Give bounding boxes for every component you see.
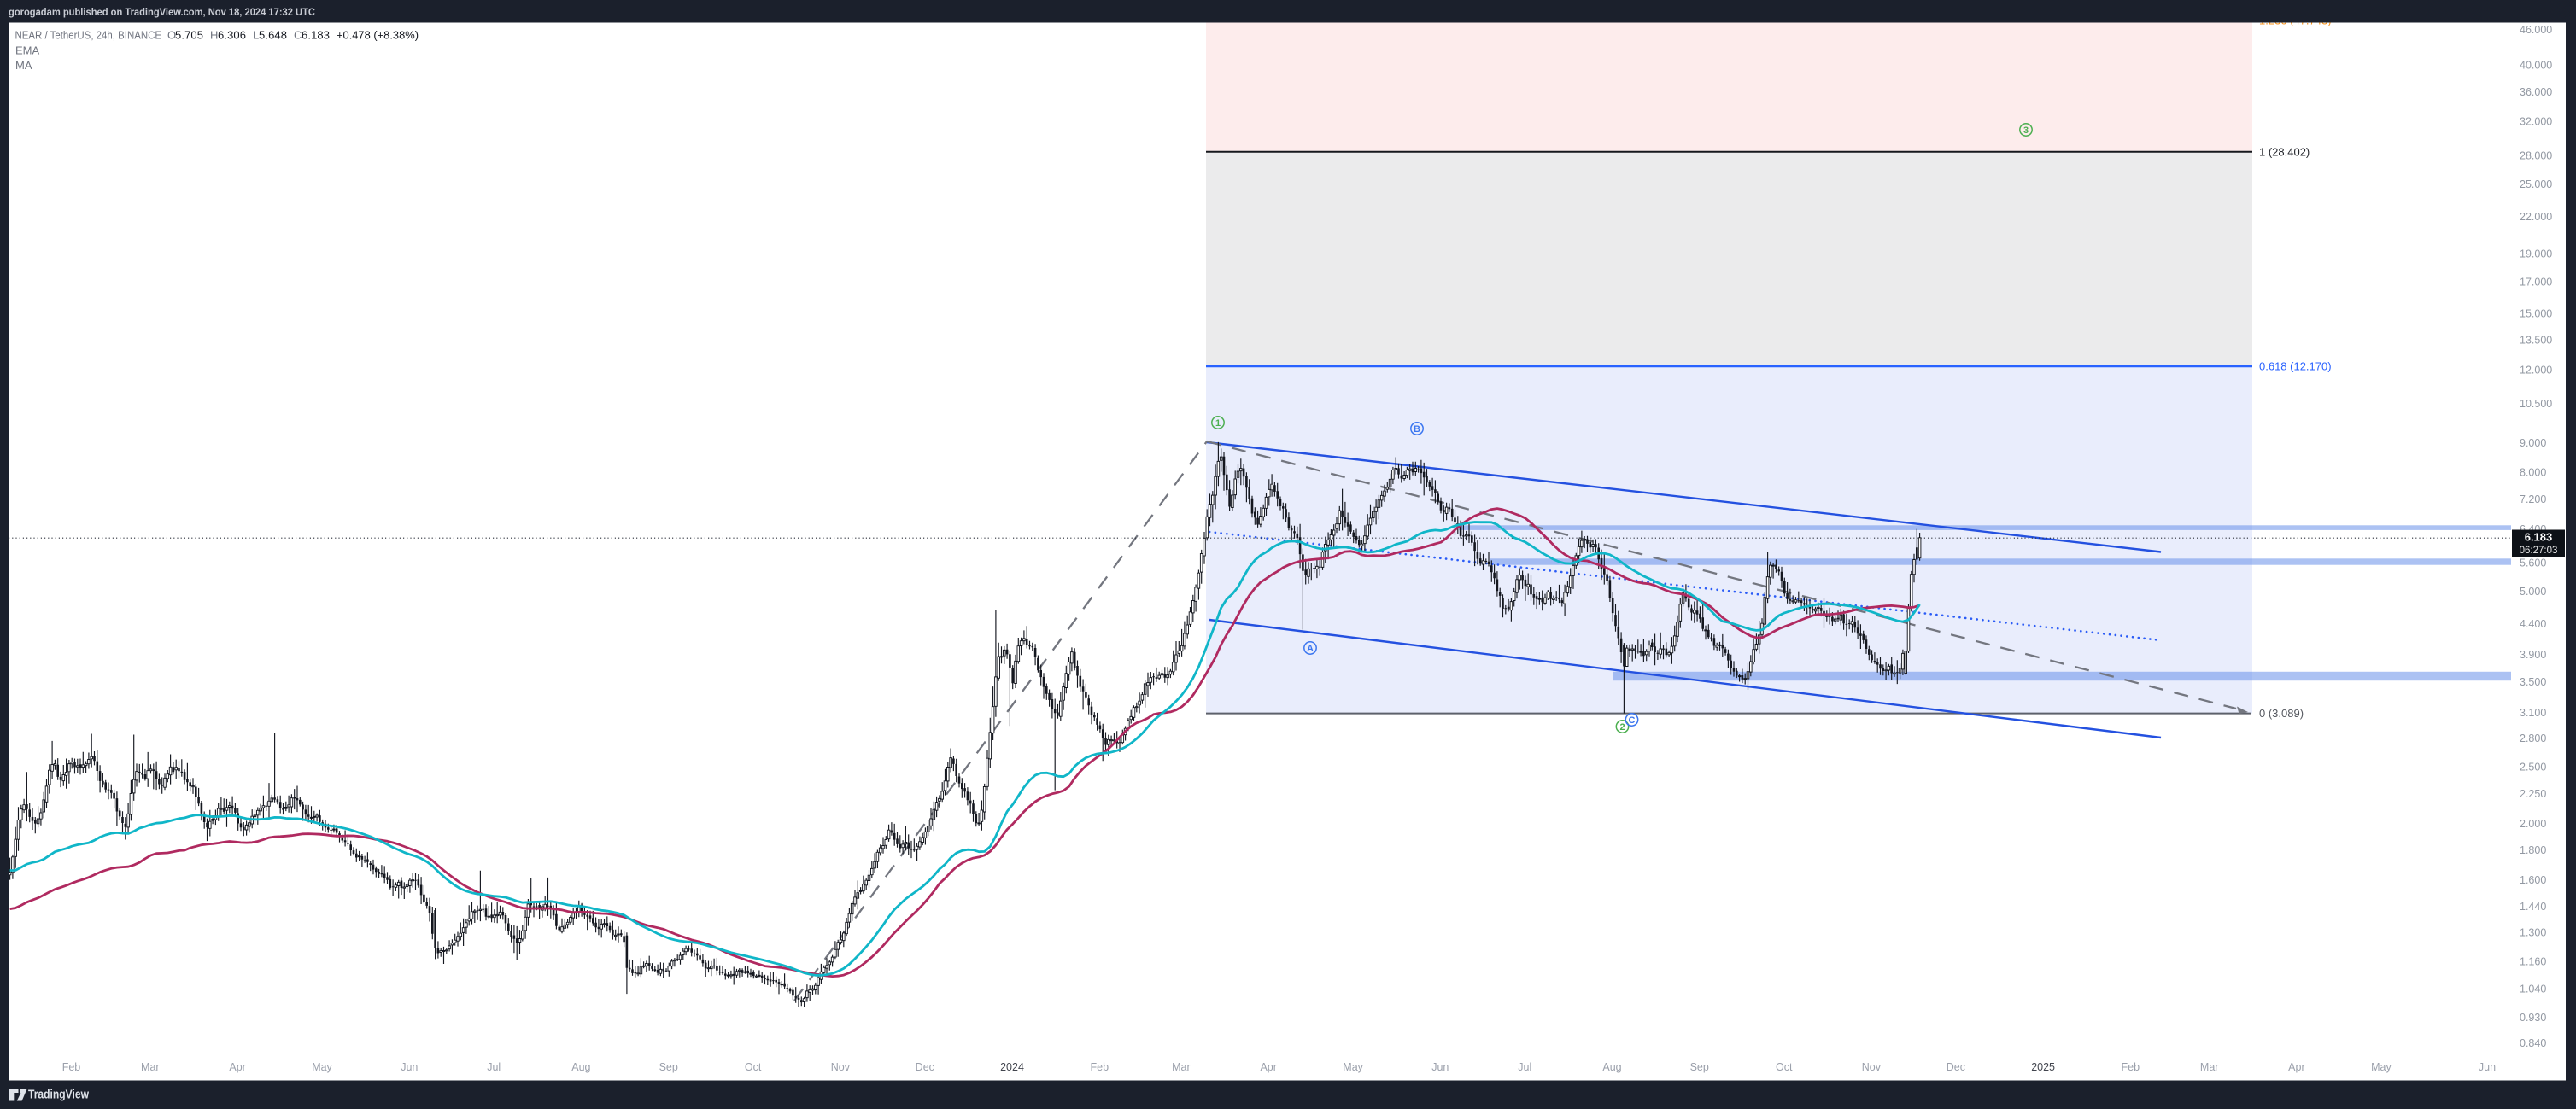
svg-text:2024: 2024 bbox=[1000, 1061, 1024, 1073]
svg-text:L: L bbox=[253, 29, 259, 42]
svg-text:Jul: Jul bbox=[487, 1061, 501, 1073]
svg-text:6.183: 6.183 bbox=[302, 29, 330, 42]
svg-text:1: 1 bbox=[1215, 418, 1221, 429]
svg-text:5.648: 5.648 bbox=[259, 29, 287, 42]
svg-text:Mar: Mar bbox=[141, 1061, 160, 1073]
svg-text:0.618 (12.170): 0.618 (12.170) bbox=[2259, 360, 2332, 373]
svg-text:Aug: Aug bbox=[571, 1061, 590, 1073]
svg-text:46.000: 46.000 bbox=[2520, 24, 2552, 36]
svg-text:22.000: 22.000 bbox=[2520, 211, 2552, 223]
svg-text:19.000: 19.000 bbox=[2520, 248, 2552, 260]
svg-text:5.000: 5.000 bbox=[2520, 586, 2546, 598]
svg-text:Jun: Jun bbox=[401, 1061, 418, 1073]
svg-text:0.930: 0.930 bbox=[2520, 1012, 2546, 1024]
svg-text:1.040: 1.040 bbox=[2520, 984, 2546, 995]
svg-text:36.000: 36.000 bbox=[2520, 86, 2552, 98]
svg-text:2.000: 2.000 bbox=[2520, 818, 2546, 830]
svg-text:Nov: Nov bbox=[1862, 1061, 1882, 1073]
svg-text:May: May bbox=[1343, 1061, 1363, 1073]
svg-text:O: O bbox=[167, 29, 176, 42]
svg-text:6.306: 6.306 bbox=[218, 29, 246, 42]
svg-text:7.200: 7.200 bbox=[2520, 493, 2546, 505]
svg-text:0.840: 0.840 bbox=[2520, 1037, 2546, 1049]
svg-text:H: H bbox=[210, 29, 218, 42]
svg-text:Sep: Sep bbox=[659, 1061, 678, 1073]
svg-text:Apr: Apr bbox=[229, 1061, 245, 1073]
svg-text:5.705: 5.705 bbox=[175, 29, 203, 42]
svg-text:1.440: 1.440 bbox=[2520, 901, 2546, 913]
svg-text:10.500: 10.500 bbox=[2520, 398, 2552, 410]
svg-text:13.500: 13.500 bbox=[2520, 335, 2552, 347]
svg-text:Feb: Feb bbox=[2122, 1061, 2140, 1073]
svg-text:Oct: Oct bbox=[1776, 1061, 1793, 1073]
svg-text:1.600: 1.600 bbox=[2520, 874, 2546, 886]
svg-text:28.000: 28.000 bbox=[2520, 149, 2552, 161]
svg-text:5.600: 5.600 bbox=[2520, 557, 2546, 569]
svg-text:2025: 2025 bbox=[2031, 1061, 2055, 1073]
svg-text:EMA: EMA bbox=[15, 44, 40, 57]
svg-text:Feb: Feb bbox=[62, 1061, 81, 1073]
svg-text:Jun: Jun bbox=[1431, 1061, 1449, 1073]
svg-text:MA: MA bbox=[15, 59, 32, 72]
svg-text:Apr: Apr bbox=[1260, 1061, 1276, 1073]
svg-text:3.100: 3.100 bbox=[2520, 707, 2546, 719]
svg-text:C: C bbox=[294, 29, 302, 42]
svg-text:Oct: Oct bbox=[745, 1061, 762, 1073]
svg-text:8.000: 8.000 bbox=[2520, 467, 2546, 479]
svg-text:4.400: 4.400 bbox=[2520, 618, 2546, 630]
svg-text:2.500: 2.500 bbox=[2520, 762, 2546, 773]
svg-text:0 (3.089): 0 (3.089) bbox=[2259, 707, 2304, 720]
svg-text:Apr: Apr bbox=[2288, 1061, 2304, 1073]
svg-text:May: May bbox=[2371, 1061, 2392, 1073]
svg-text:2.250: 2.250 bbox=[2520, 788, 2546, 800]
svg-text:Dec: Dec bbox=[916, 1061, 934, 1073]
svg-text:Mar: Mar bbox=[2200, 1061, 2219, 1073]
svg-text:Jul: Jul bbox=[1518, 1061, 1531, 1073]
svg-text:9.000: 9.000 bbox=[2520, 437, 2546, 449]
svg-text:Aug: Aug bbox=[1602, 1061, 1621, 1073]
svg-text:Mar: Mar bbox=[1172, 1061, 1191, 1073]
svg-text:C: C bbox=[1629, 715, 1636, 726]
svg-text:06:27:03: 06:27:03 bbox=[2520, 546, 2558, 556]
svg-text:1.300: 1.300 bbox=[2520, 927, 2546, 939]
svg-text:3.500: 3.500 bbox=[2520, 676, 2546, 688]
svg-text:NEAR / TetherUS, 24h, BINANCE: NEAR / TetherUS, 24h, BINANCE bbox=[15, 29, 162, 42]
svg-text:3.900: 3.900 bbox=[2520, 649, 2546, 661]
svg-text:May: May bbox=[312, 1061, 332, 1073]
svg-text:1.800: 1.800 bbox=[2520, 844, 2546, 856]
svg-text:Feb: Feb bbox=[1091, 1061, 1109, 1073]
svg-text:TradingView: TradingView bbox=[28, 1089, 90, 1102]
svg-text:Sep: Sep bbox=[1690, 1061, 1709, 1073]
svg-text:25.000: 25.000 bbox=[2520, 178, 2552, 190]
svg-text:1.160: 1.160 bbox=[2520, 955, 2546, 967]
svg-text:2.800: 2.800 bbox=[2520, 733, 2546, 744]
svg-text:1 (28.402): 1 (28.402) bbox=[2259, 145, 2310, 158]
svg-text:17.000: 17.000 bbox=[2520, 276, 2552, 288]
svg-text:12.000: 12.000 bbox=[2520, 365, 2552, 376]
svg-text:2: 2 bbox=[1619, 722, 1625, 733]
svg-text:Jun: Jun bbox=[2479, 1061, 2496, 1073]
svg-text:6.183: 6.183 bbox=[2525, 531, 2553, 544]
svg-text:3: 3 bbox=[2023, 125, 2029, 136]
svg-text:32.000: 32.000 bbox=[2520, 116, 2552, 128]
svg-text:gorogadam published on Trading: gorogadam published on TradingView.com, … bbox=[9, 6, 315, 18]
svg-text:15.000: 15.000 bbox=[2520, 307, 2552, 319]
svg-text:Nov: Nov bbox=[831, 1061, 851, 1073]
svg-text:A: A bbox=[1307, 644, 1314, 654]
svg-text:Dec: Dec bbox=[1947, 1061, 1965, 1073]
svg-text:B: B bbox=[1414, 424, 1420, 435]
svg-text:+0.478 (+8.38%): +0.478 (+8.38%) bbox=[337, 29, 419, 42]
svg-text:40.000: 40.000 bbox=[2520, 60, 2552, 72]
